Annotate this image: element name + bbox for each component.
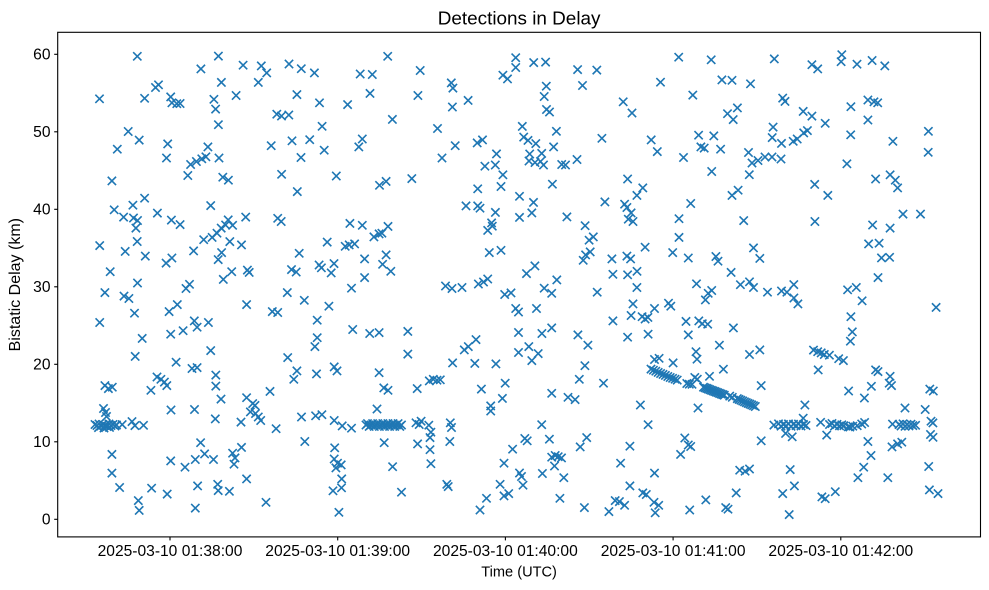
svg-text:0: 0 [42, 512, 51, 529]
svg-text:Bistatic Delay (km): Bistatic Delay (km) [7, 218, 24, 351]
svg-text:60: 60 [33, 47, 51, 64]
svg-text:2025-03-10 01:41:00: 2025-03-10 01:41:00 [601, 543, 746, 560]
svg-text:2025-03-10 01:42:00: 2025-03-10 01:42:00 [768, 543, 913, 560]
svg-text:40: 40 [33, 202, 51, 219]
svg-text:Time (UTC): Time (UTC) [481, 564, 557, 580]
svg-text:10: 10 [33, 434, 51, 451]
svg-text:2025-03-10 01:39:00: 2025-03-10 01:39:00 [265, 543, 410, 560]
svg-text:30: 30 [33, 279, 51, 296]
svg-text:50: 50 [33, 124, 51, 141]
svg-text:Detections in Delay: Detections in Delay [438, 8, 601, 29]
svg-text:2025-03-10 01:38:00: 2025-03-10 01:38:00 [98, 543, 243, 560]
svg-text:2025-03-10 01:40:00: 2025-03-10 01:40:00 [433, 543, 578, 560]
svg-text:20: 20 [33, 357, 51, 374]
